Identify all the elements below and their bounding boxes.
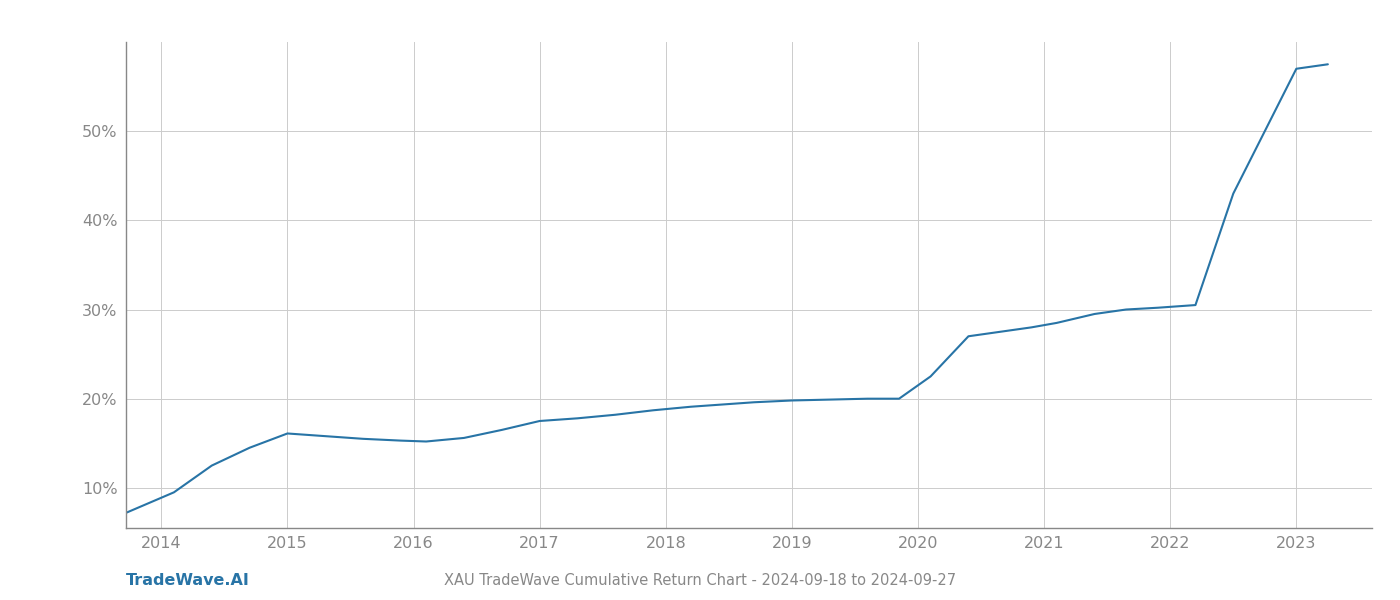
Text: TradeWave.AI: TradeWave.AI [126, 573, 249, 588]
Text: XAU TradeWave Cumulative Return Chart - 2024-09-18 to 2024-09-27: XAU TradeWave Cumulative Return Chart - … [444, 573, 956, 588]
